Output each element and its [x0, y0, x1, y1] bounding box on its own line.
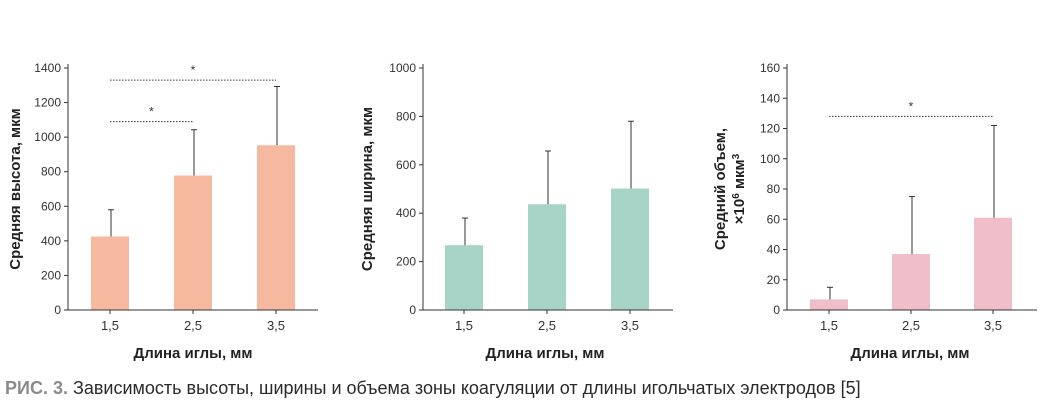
y-tick-label: 600	[396, 158, 416, 172]
x-tick-label: 1,5	[820, 318, 838, 333]
bar	[174, 175, 212, 310]
bar	[445, 245, 483, 310]
bar	[611, 188, 649, 310]
x-tick-label: 3,5	[621, 318, 639, 333]
y-tick-label: 120	[760, 122, 780, 136]
y-tick-label: 1200	[34, 96, 61, 110]
bar	[528, 204, 566, 310]
x-tick-label: 2,5	[902, 318, 920, 333]
y-tick-label: 0	[54, 303, 61, 317]
x-axis-title: Длина иглы, мм	[486, 345, 605, 362]
bar	[810, 299, 848, 310]
x-tick-label: 3,5	[267, 318, 285, 333]
significance-marker: *	[191, 63, 196, 77]
y-tick-label: 0	[409, 303, 416, 317]
y-tick-label: 80	[767, 182, 781, 196]
x-tick-label: 2,5	[184, 318, 202, 333]
bar	[91, 236, 129, 310]
y-tick-label: 100	[760, 152, 780, 166]
y-tick-label: 0	[773, 303, 780, 317]
y-tick-label: 400	[396, 206, 416, 220]
x-tick-label: 2,5	[538, 318, 556, 333]
chart-panel-2: 0 200 400 600 800 1000 1,5 2,5 3,5 Длина иглы, мм…	[359, 61, 673, 362]
y-axis-title: Средняя ширина, мкм	[359, 107, 376, 271]
y-tick-label: 800	[396, 109, 416, 123]
bar	[257, 145, 295, 310]
figure-caption: РИС. 3. Зависимость высоты, ширины и объ…	[5, 378, 861, 399]
y-tick-label: 400	[41, 234, 61, 248]
y-axis-title-units: ×106 мкм3	[731, 153, 749, 224]
bar	[892, 254, 930, 310]
y-axis-title: Средняя высота, мкм	[7, 108, 24, 269]
y-tick-label: 600	[41, 199, 61, 213]
figure-caption-text: Зависимость высоты, ширины и объема зоны…	[67, 378, 861, 398]
x-tick-label: 1,5	[101, 318, 119, 333]
y-tick-label: 20	[767, 273, 781, 287]
y-tick-label: 200	[41, 268, 61, 282]
x-tick-label: 1,5	[455, 318, 473, 333]
y-tick-label: 160	[760, 61, 780, 75]
y-tick-label: 1000	[34, 130, 61, 144]
y-tick-label: 800	[41, 165, 61, 179]
x-axis-title: Длина иглы, мм	[134, 345, 253, 362]
chart-panel-1: 0 200 400 600 800 1000 1200 1400 1,5 2,5 3,5 Длина …	[7, 61, 318, 362]
x-axis-title: Длина иглы, мм	[851, 345, 970, 362]
y-tick-label: 60	[767, 212, 781, 226]
y-tick-label: 1400	[34, 61, 61, 75]
significance-marker: *	[909, 99, 914, 113]
y-tick-label: 1000	[389, 61, 416, 75]
figure-caption-label: РИС. 3.	[5, 378, 68, 398]
x-tick-label: 3,5	[984, 318, 1002, 333]
y-tick-label: 40	[767, 243, 781, 257]
y-tick-label: 200	[396, 255, 416, 269]
chart-panel-3: 0 20 40 60 80 100 120 140 160 1,5 2,5 3,5 Длина иглы…	[712, 61, 1037, 362]
y-axis-title: Средний объем,	[712, 128, 729, 250]
y-tick-label: 140	[760, 91, 780, 105]
bar	[974, 217, 1012, 310]
significance-marker: *	[149, 105, 154, 119]
